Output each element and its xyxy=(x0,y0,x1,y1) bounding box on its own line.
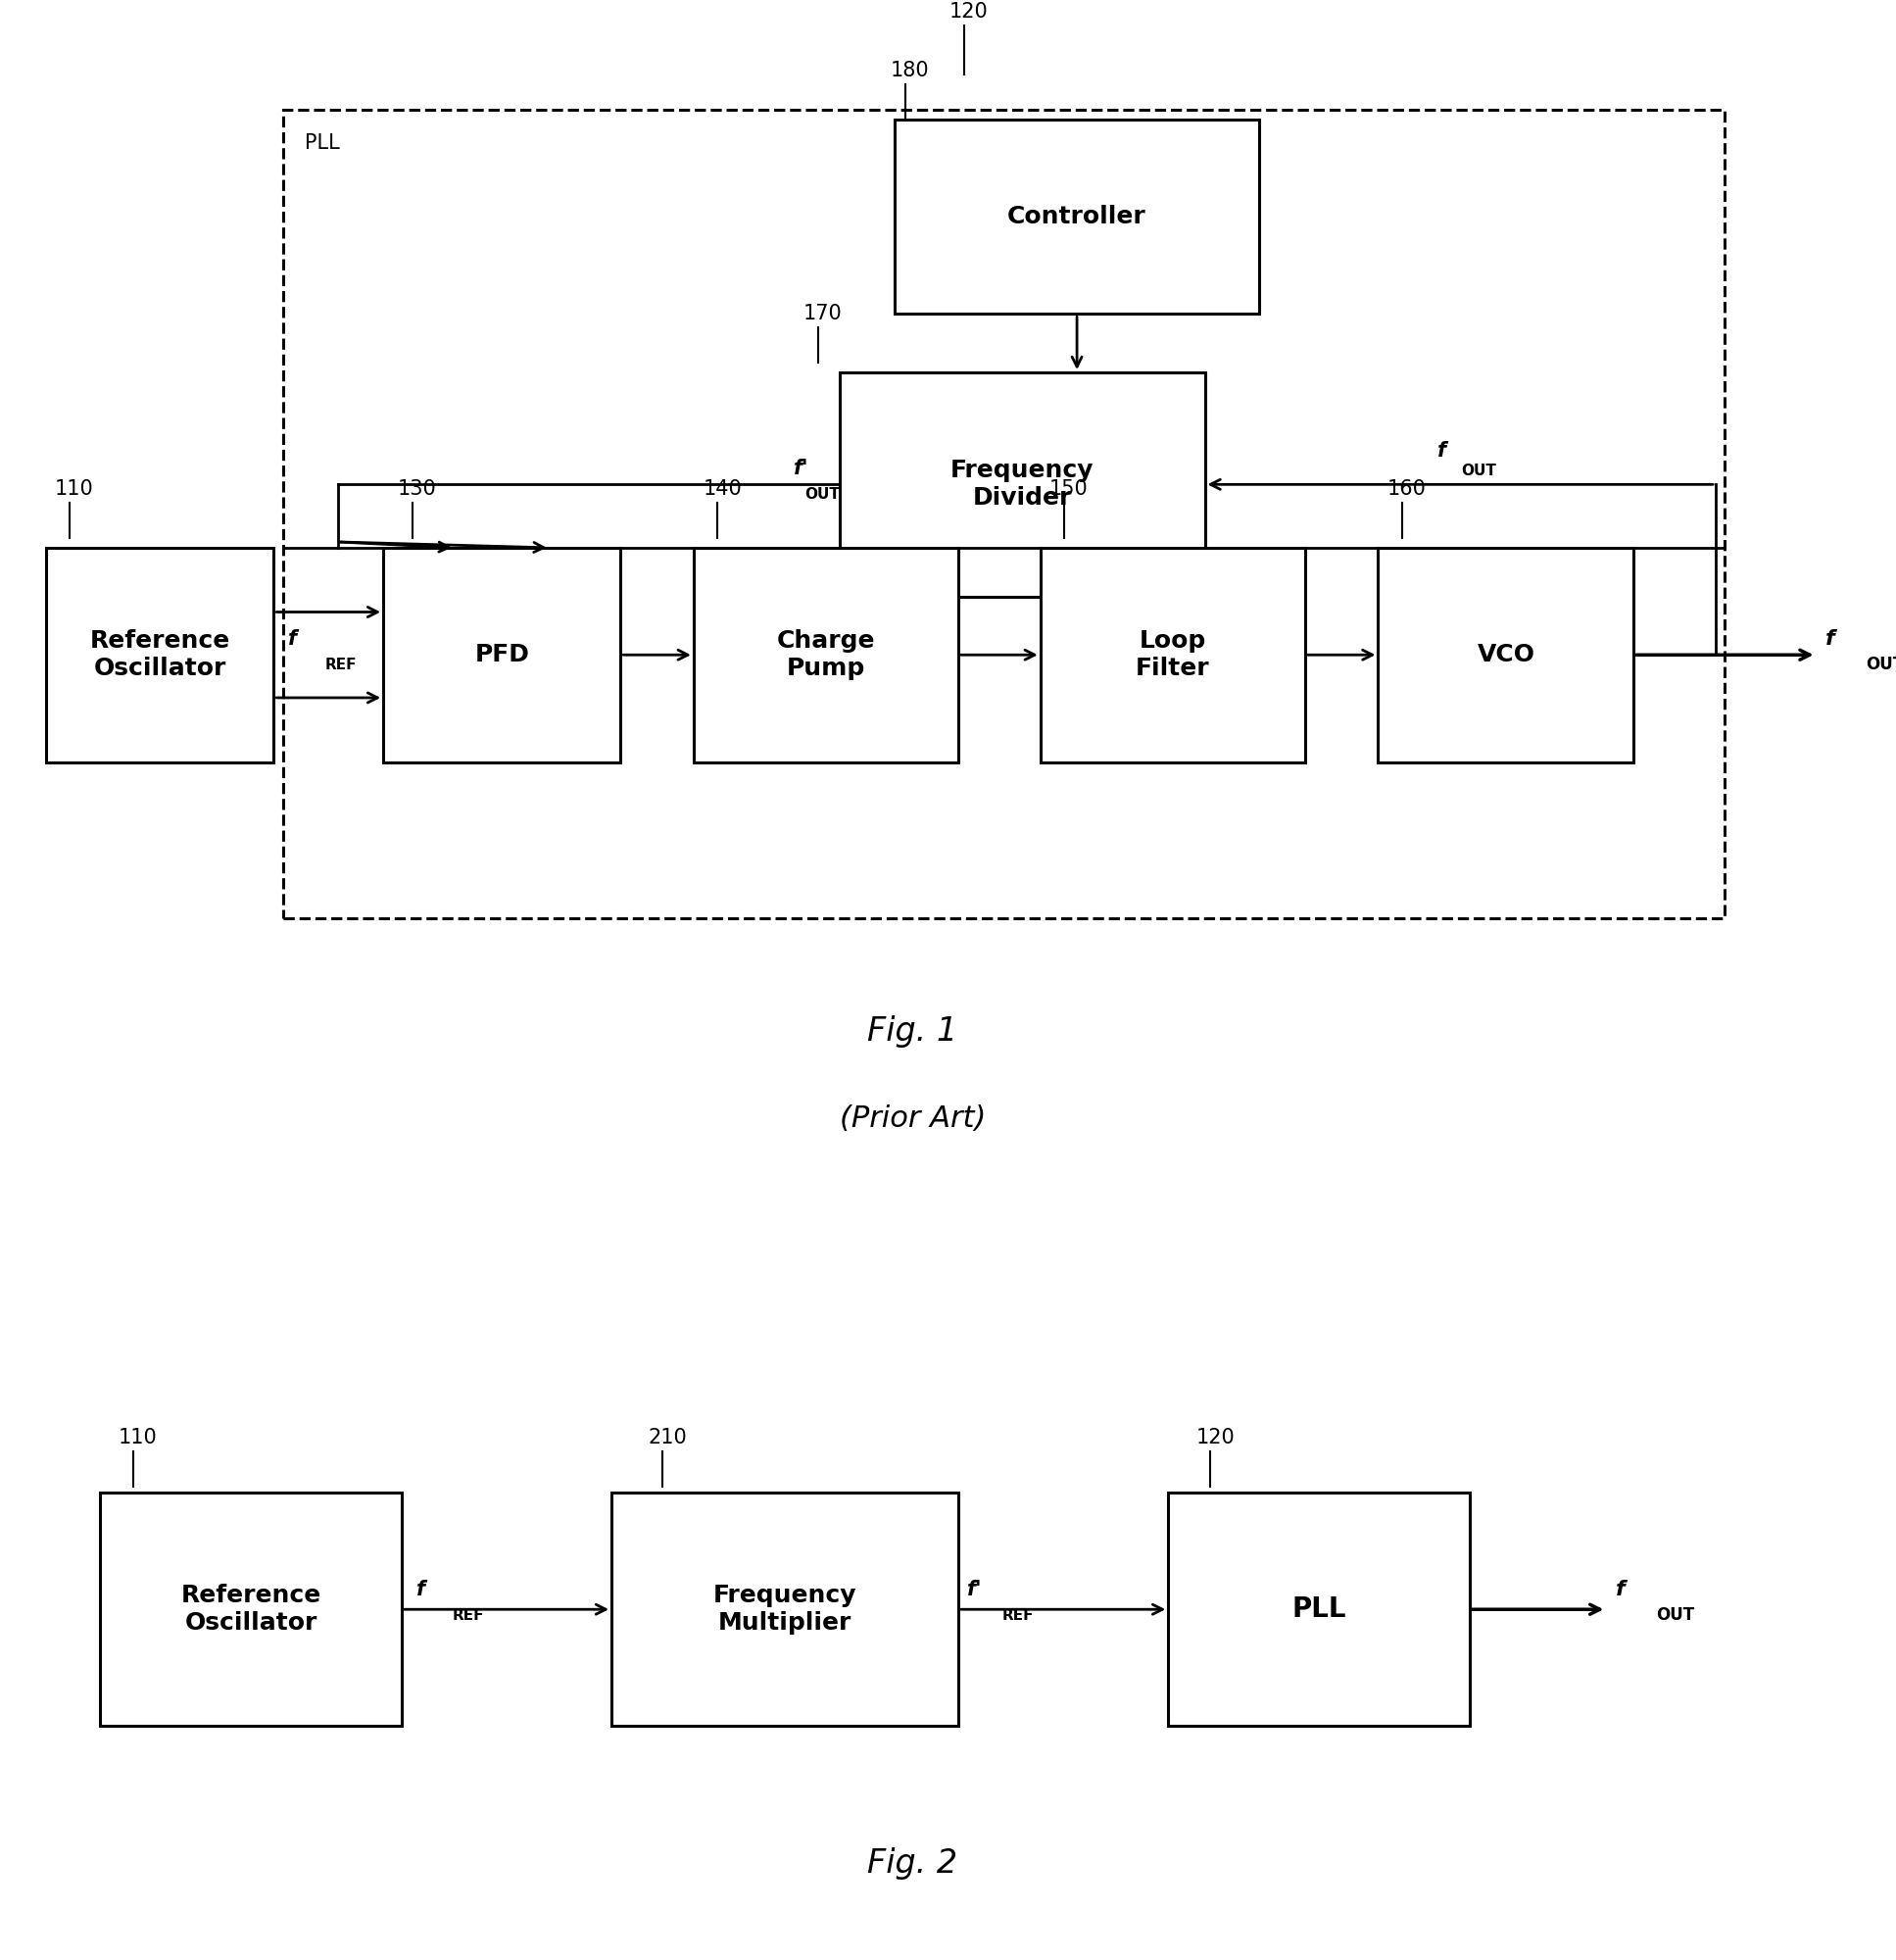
Bar xyxy=(1378,547,1634,762)
Text: f: f xyxy=(1615,1580,1625,1599)
Text: Frequency
Divider: Frequency Divider xyxy=(950,459,1094,510)
Text: REF: REF xyxy=(1003,1607,1033,1623)
Text: REF: REF xyxy=(324,657,356,672)
Bar xyxy=(1041,547,1304,762)
Bar xyxy=(895,120,1259,314)
Text: PFD: PFD xyxy=(474,643,529,666)
Bar xyxy=(694,547,957,762)
Text: 120: 120 xyxy=(950,2,988,22)
Text: Frequency
Multiplier: Frequency Multiplier xyxy=(713,1584,857,1635)
Text: 110: 110 xyxy=(119,1429,157,1448)
Text: PLL: PLL xyxy=(305,133,339,153)
Text: Fig. 2: Fig. 2 xyxy=(868,1846,957,1880)
Bar xyxy=(283,110,1725,917)
Text: f: f xyxy=(288,629,298,649)
Text: OUT: OUT xyxy=(804,486,840,502)
Text: 150: 150 xyxy=(1050,480,1088,500)
Text: OUT: OUT xyxy=(1462,465,1496,478)
Bar xyxy=(383,547,620,762)
Text: 170: 170 xyxy=(804,304,842,323)
Text: f': f' xyxy=(967,1580,982,1599)
Text: 180: 180 xyxy=(891,61,929,80)
Text: 210: 210 xyxy=(648,1429,686,1448)
Text: VCO: VCO xyxy=(1477,643,1534,666)
Text: 120: 120 xyxy=(1196,1429,1234,1448)
Text: OUT: OUT xyxy=(1655,1607,1693,1625)
Text: OUT: OUT xyxy=(1866,657,1896,674)
Text: REF: REF xyxy=(453,1607,485,1623)
Text: Charge
Pump: Charge Pump xyxy=(777,629,876,680)
Text: f: f xyxy=(1437,441,1447,461)
Text: Loop
Filter: Loop Filter xyxy=(1136,629,1210,680)
Text: Controller: Controller xyxy=(1007,206,1147,229)
Bar xyxy=(46,547,273,762)
Text: 140: 140 xyxy=(703,480,741,500)
Text: 160: 160 xyxy=(1388,480,1426,500)
Bar xyxy=(612,1492,957,1727)
Text: Reference
Oscillator: Reference Oscillator xyxy=(180,1584,320,1635)
Text: f: f xyxy=(417,1580,425,1599)
Text: Reference
Oscillator: Reference Oscillator xyxy=(89,629,229,680)
Text: 110: 110 xyxy=(55,480,93,500)
Bar xyxy=(100,1492,402,1727)
Text: Fig. 1: Fig. 1 xyxy=(868,1015,957,1047)
Bar xyxy=(1168,1492,1469,1727)
Text: f: f xyxy=(1826,629,1835,649)
Bar xyxy=(840,372,1204,596)
Text: (Prior Art): (Prior Art) xyxy=(840,1105,986,1133)
Text: f': f' xyxy=(793,459,808,478)
Text: 130: 130 xyxy=(398,480,436,500)
Text: PLL: PLL xyxy=(1291,1595,1346,1623)
